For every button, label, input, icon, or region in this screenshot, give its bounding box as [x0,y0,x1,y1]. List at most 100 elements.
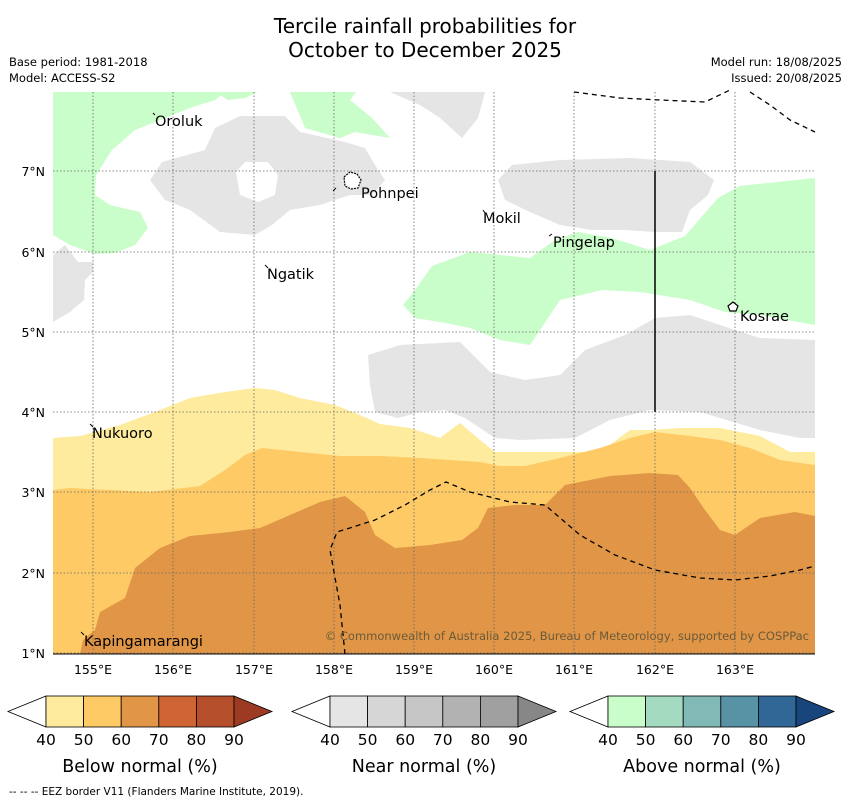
model-info: Base period: 1981-2018 Model: ACCESS-S2 [9,54,148,86]
ant-atoll-mark [332,187,337,192]
lat-tick-4: 4°N [21,405,45,420]
base-period-text: Base period: 1981-2018 [9,55,148,69]
atoll-marks [80,112,553,636]
legend-above-normal: 40 50 60 70 80 90 Above normal (%) [568,695,836,777]
oroluk-mark [152,112,156,116]
place-label-kosrae: Kosrae [740,309,789,325]
legend-segment [607,695,646,728]
lon-tick-155: 155°E [74,662,112,677]
legend-segment [367,695,406,728]
lon-tick-158: 158°E [315,662,353,677]
legend-segment [120,695,160,728]
lon-tick-160: 160°E [475,662,513,677]
above-normal-region-northwest [53,92,390,138]
place-label-kapingamarangi: Kapingamarangi [84,634,203,650]
map-field [53,92,815,654]
legend-segment [682,695,722,728]
legend-segment [195,695,235,728]
legend-tick-label: 50 [74,731,94,749]
legend-segment [329,695,368,728]
lat-tick-5: 5°N [21,325,45,340]
legend-segment [758,695,797,728]
kosrae-island [727,301,739,312]
legend-tick-label: 60 [673,731,693,749]
legend-segment [83,695,122,728]
place-label-pingelap: Pingelap [553,235,615,251]
legend-segment-lower-arrow [568,695,609,728]
pingelap-mark [548,233,553,237]
near-normal-region-south [368,315,815,440]
place-label-ngatik: Ngatik [267,267,315,283]
legend-tick-label: 60 [111,731,131,749]
above-normal-region-west [53,92,225,254]
eez-border-north [573,89,731,103]
above-normal-region-east [403,178,815,345]
lat-tick-6: 6°N [21,245,45,260]
legend-tick-label: 90 [786,731,806,749]
legend-tick-label: 70 [711,731,731,749]
legend-near-normal: 40 50 60 70 80 90 Near normal (%) [290,695,558,777]
legend-tick-label: 90 [224,731,244,749]
lat-tick-7: 7°N [21,164,45,179]
legend-segment [442,695,481,728]
legend-title: Above normal (%) [623,757,781,777]
lon-tick-163: 163°E [716,662,754,677]
legend-tick-label: 50 [636,731,656,749]
legend-tick-label: 40 [320,731,340,749]
nukuoro-mark [89,423,94,428]
eez-borders [329,89,816,655]
lat-tick-2: 2°N [21,566,45,581]
near-normal-region-north [150,116,385,235]
lon-tick-161: 161°E [555,662,593,677]
legend-tick-label: 70 [149,731,169,749]
legend-tick-label: 80 [749,731,769,749]
legend-segment [479,695,519,728]
legend-tick-label: 40 [598,731,618,749]
map-title: Tercile rainfall probabilities for Octob… [0,14,850,62]
legend-segment [45,695,84,728]
model-text: Model: ACCESS-S2 [9,71,116,85]
lon-tick-157: 157°E [235,662,273,677]
run-info: Model run: 18/08/2025 Issued: 20/08/2025 [711,54,842,86]
legend-title: Near normal (%) [352,757,497,777]
place-label-pohnpei: Pohnpei [361,186,419,202]
issued-text: Issued: 20/08/2025 [731,71,842,85]
legend-tick-label: 80 [187,731,207,749]
legend-segment [158,695,197,728]
near-normal-region-westedge [53,245,93,322]
model-run-text: Model run: 18/08/2025 [710,55,842,69]
mokil-mark [482,209,486,214]
legend-tick-label: 90 [508,731,528,749]
place-label-oroluk: Oroluk [155,114,203,130]
lat-tick-3: 3°N [21,485,45,500]
legend-segment [720,695,759,728]
legend-title: Below normal (%) [62,757,217,777]
eez-border-northeast [749,91,816,133]
near-normal-region-top [390,92,485,138]
place-label-nukuoro: Nukuoro [92,426,153,442]
lon-tick-156: 156°E [154,662,192,677]
lat-tick-1: 1°N [21,646,45,661]
ngatik-mark [264,264,269,269]
legend-tick-label: 60 [395,731,415,749]
legend-segment [404,695,444,728]
below-normal-60-70-band [80,473,815,654]
lon-tick-159: 159°E [395,662,433,677]
legend-segment-upper-arrow [795,695,836,728]
title-line-1: Tercile rainfall probabilities for [273,14,577,38]
legend-tick-label: 80 [471,731,491,749]
legend-segment [645,695,684,728]
eez-footnote: -- -- -- EEZ border V11 (Flanders Marine… [9,786,304,798]
legend-segment-lower-arrow [290,695,331,728]
legend-tick-label: 50 [358,731,378,749]
legend-tick-label: 40 [36,731,56,749]
legend-tick-label: 70 [433,731,453,749]
title-line-2: October to December 2025 [288,38,562,62]
legend-segment-lower-arrow [6,695,47,728]
copyright-text: © Commonwealth of Australia 2025, Bureau… [325,629,809,643]
legend-below-normal: 40 50 60 70 80 90 Below normal (%) [6,695,274,777]
map-gridlines [53,92,815,654]
place-label-mokil: Mokil [483,211,521,227]
near-normal-region-northeast [498,158,714,232]
